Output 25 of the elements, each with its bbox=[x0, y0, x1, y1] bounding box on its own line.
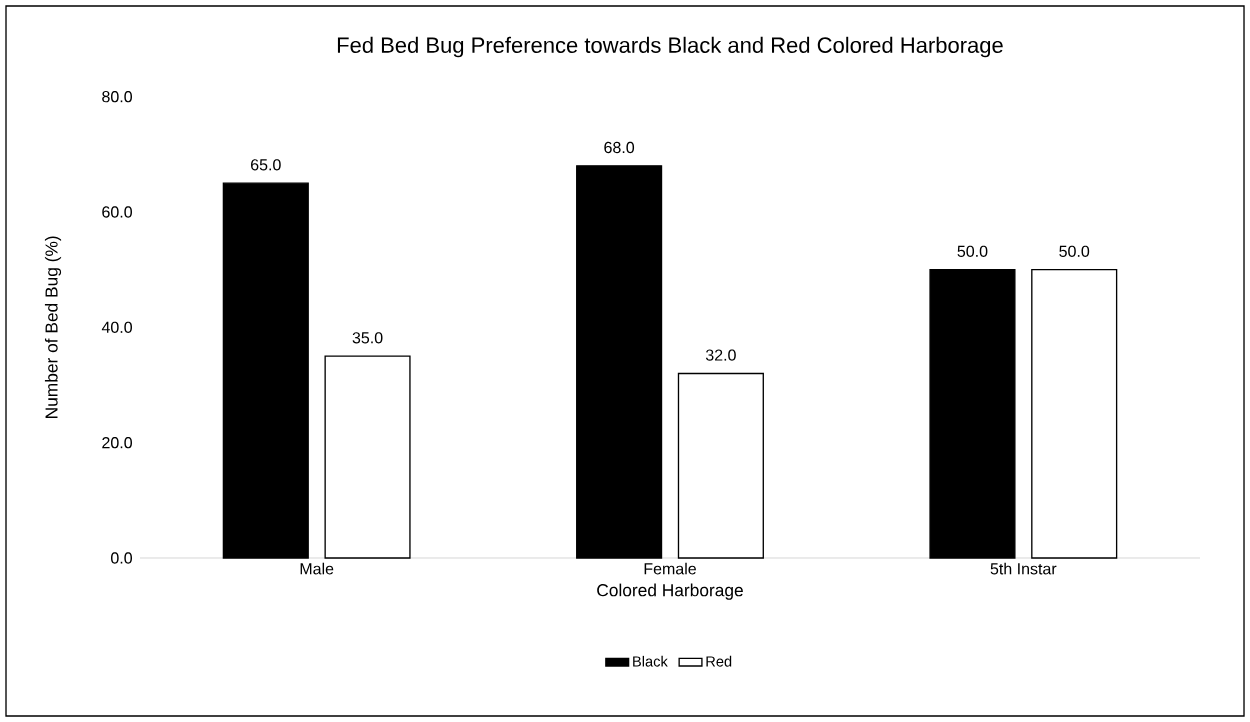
bar bbox=[677, 372, 764, 559]
bar bbox=[222, 182, 309, 559]
data-label: 35.0 bbox=[352, 332, 383, 344]
data-label: 50.0 bbox=[1059, 245, 1090, 257]
legend-label: Black bbox=[633, 655, 668, 667]
y-tick-label: 80.0 bbox=[102, 91, 132, 103]
legend-label: Red bbox=[706, 655, 732, 667]
y-tick-label: 0.0 bbox=[111, 552, 133, 564]
x-tick-label: Female bbox=[644, 562, 696, 575]
x-tick-label: Male bbox=[300, 562, 334, 575]
bar bbox=[576, 165, 663, 559]
y-axis-title: Number of Bed Bug (%) bbox=[44, 236, 62, 418]
bar bbox=[929, 269, 1016, 559]
x-tick-label: 5th Instar bbox=[990, 562, 1057, 575]
x-axis-title: Colored Harborage bbox=[597, 583, 743, 600]
data-label: 50.0 bbox=[957, 245, 988, 257]
y-tick-label: 20.0 bbox=[102, 437, 132, 449]
data-label: 68.0 bbox=[604, 141, 635, 154]
data-label: 32.0 bbox=[705, 349, 736, 361]
bar bbox=[324, 355, 411, 559]
bar bbox=[1031, 269, 1118, 559]
y-tick-label: 60.0 bbox=[102, 206, 132, 218]
y-tick-label: 40.0 bbox=[101, 321, 132, 333]
data-label: 65.0 bbox=[251, 159, 281, 171]
chart-title: Fed Bed Bug Preference towards Black and Red Colored Harborage bbox=[337, 36, 1003, 58]
